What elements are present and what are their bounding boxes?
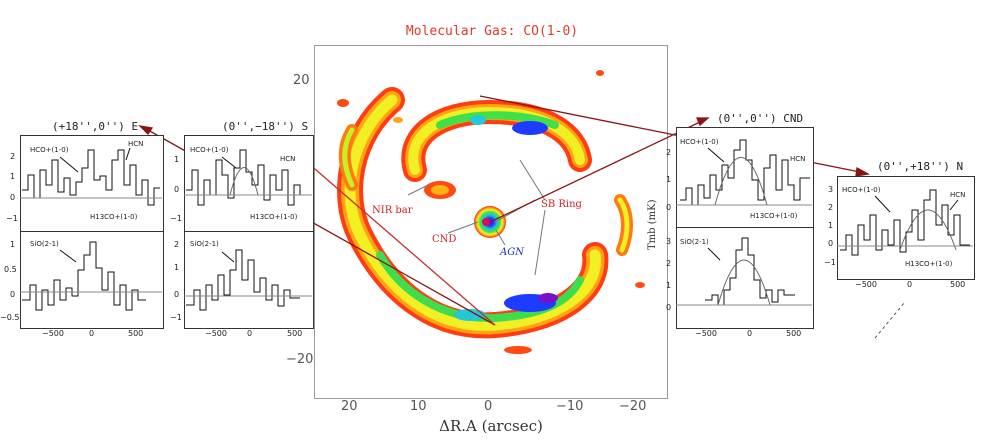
spectrum-south-top — [186, 150, 310, 205]
spectrum-south-bottom — [186, 250, 300, 310]
spectrum-center-top — [680, 140, 810, 205]
spectrum-east-bottom — [22, 242, 146, 310]
spectrum-north-top — [840, 190, 970, 255]
spectrum-east-top — [22, 150, 160, 205]
spectrum-center-bottom — [705, 238, 795, 305]
